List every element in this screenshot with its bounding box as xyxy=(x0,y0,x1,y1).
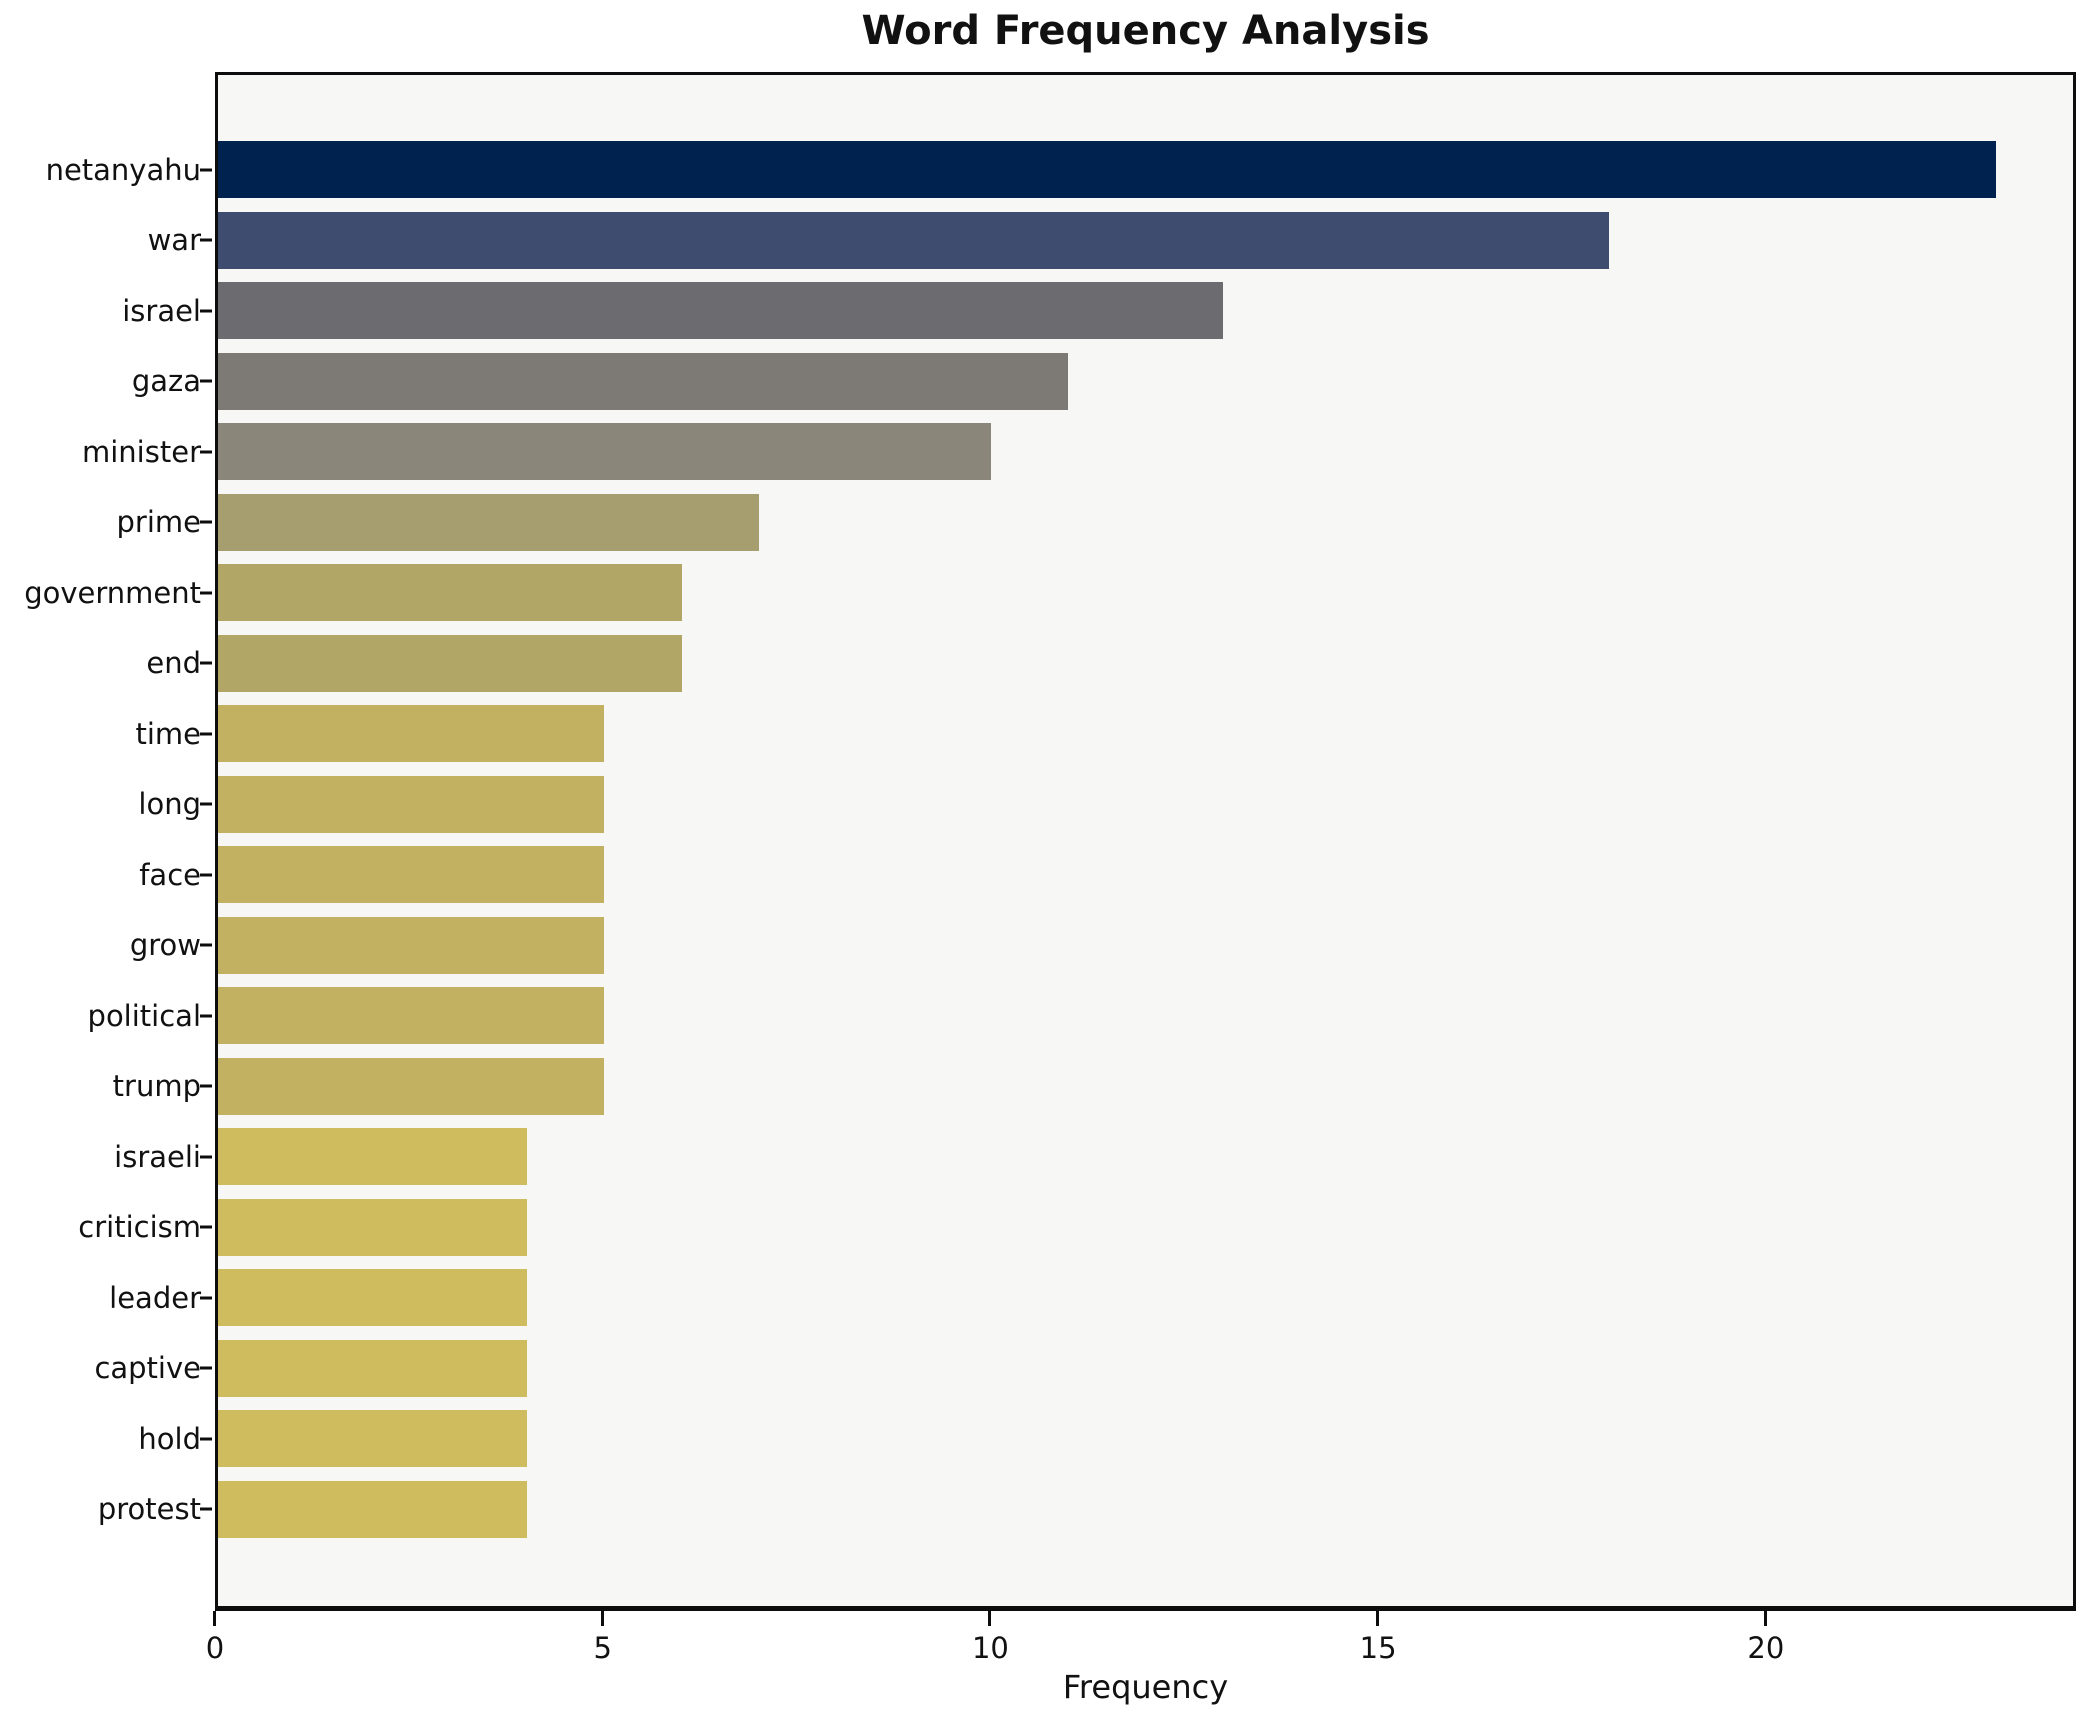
y-tick-mark xyxy=(200,1366,212,1370)
y-tick-mark xyxy=(200,661,212,665)
bar xyxy=(218,987,605,1045)
x-tick-label: 15 xyxy=(1359,1631,1397,1665)
bar-row: criticism xyxy=(78,1198,2073,1256)
x-tick-mark xyxy=(213,1611,216,1626)
y-tick-label: criticism xyxy=(78,1210,201,1245)
y-tick-label: end xyxy=(146,646,201,681)
bar-row: israeli xyxy=(114,1128,2073,1186)
bar-row: gaza xyxy=(132,352,2073,410)
x-tick-label: 5 xyxy=(593,1631,612,1665)
y-tick-label: trump xyxy=(112,1069,201,1104)
bar-row: captive xyxy=(94,1339,2073,1397)
bar xyxy=(218,1057,605,1115)
bar-row: time xyxy=(135,705,2073,763)
bar-row: end xyxy=(146,634,2073,692)
y-tick-label: prime xyxy=(116,505,201,540)
y-tick-mark xyxy=(200,309,212,313)
bar-row: face xyxy=(139,846,2073,904)
y-tick-label: captive xyxy=(94,1351,201,1386)
y-tick-label: netanyahu xyxy=(45,152,201,187)
bar-row: israel xyxy=(122,282,2073,340)
y-tick-label: grow xyxy=(129,928,201,963)
bar-row: government xyxy=(24,564,2073,622)
y-tick-mark xyxy=(200,873,212,877)
y-tick-mark xyxy=(200,1296,212,1300)
bar xyxy=(218,634,682,692)
y-tick-mark xyxy=(200,520,212,524)
bar-row: leader xyxy=(109,1269,2073,1327)
y-tick-mark xyxy=(200,450,212,454)
y-tick-mark xyxy=(200,1084,212,1088)
y-tick-label: time xyxy=(135,716,201,751)
bar-row: war xyxy=(148,211,2073,269)
x-tick-mark xyxy=(988,1611,992,1626)
y-tick-mark xyxy=(200,1437,212,1441)
bars-container: netanyahu war israel gaza minister prime gover… xyxy=(24,141,2073,1538)
x-axis-label: Frequency xyxy=(1062,1668,1229,1706)
x-tick-label: 20 xyxy=(1747,1631,1785,1665)
bar-row: political xyxy=(88,987,2073,1045)
bar xyxy=(218,846,605,904)
y-tick-label: war xyxy=(147,223,201,258)
bar xyxy=(218,1339,528,1397)
bar-row: trump xyxy=(113,1057,2073,1115)
y-tick-mark xyxy=(200,168,212,171)
bar-row: grow xyxy=(130,916,2073,974)
y-tick-mark xyxy=(200,1155,212,1159)
bar xyxy=(218,282,1223,340)
bar-row: long xyxy=(138,775,2073,833)
y-tick-mark xyxy=(200,1014,212,1018)
bar-row: prime xyxy=(117,493,2073,551)
bar xyxy=(218,1410,528,1468)
bar xyxy=(218,564,682,622)
bar xyxy=(218,211,1610,269)
y-tick-mark xyxy=(200,732,212,736)
bar xyxy=(218,493,760,551)
y-tick-mark xyxy=(200,1507,212,1511)
y-tick-label: hold xyxy=(138,1421,201,1456)
y-tick-label: israel xyxy=(122,293,201,328)
chart-title: Word Frequency Analysis xyxy=(861,8,1430,54)
y-tick-mark xyxy=(200,379,212,383)
bar xyxy=(218,705,605,763)
x-tick-label: 0 xyxy=(205,1631,225,1665)
y-tick-label: gaza xyxy=(131,364,201,399)
plot-area: netanyahu war israel gaza minister prime gover… xyxy=(24,72,2076,1611)
bar-row: protest xyxy=(98,1480,2073,1538)
y-tick-label: minister xyxy=(82,434,201,469)
y-tick-label: face xyxy=(139,857,201,892)
y-tick-label: israeli xyxy=(114,1139,201,1174)
y-tick-mark xyxy=(200,802,212,806)
y-tick-mark xyxy=(200,943,212,947)
y-tick-label: leader xyxy=(109,1280,201,1315)
bar xyxy=(218,1198,528,1256)
bar-row: minister xyxy=(82,423,2073,481)
y-tick-label: political xyxy=(87,998,201,1033)
bar xyxy=(218,775,605,833)
bar-row: hold xyxy=(138,1410,2073,1468)
bar xyxy=(218,1128,528,1186)
y-tick-mark xyxy=(200,238,212,242)
y-tick-label: protest xyxy=(97,1492,201,1527)
y-tick-mark xyxy=(200,591,212,595)
x-tick-mark xyxy=(1763,1611,1767,1626)
x-tick-mark xyxy=(600,1611,604,1626)
y-tick-mark xyxy=(200,1225,212,1229)
bar xyxy=(218,423,991,481)
x-tick-label: 10 xyxy=(971,1631,1009,1665)
y-tick-label: government xyxy=(24,575,201,610)
bar xyxy=(218,916,605,974)
bar xyxy=(218,141,1996,198)
x-tick-mark xyxy=(1376,1611,1380,1626)
bar xyxy=(218,1480,528,1538)
bar xyxy=(218,352,1069,410)
bar xyxy=(218,1269,528,1327)
y-tick-label: long xyxy=(138,787,201,822)
bar-row: netanyahu xyxy=(46,141,2073,198)
